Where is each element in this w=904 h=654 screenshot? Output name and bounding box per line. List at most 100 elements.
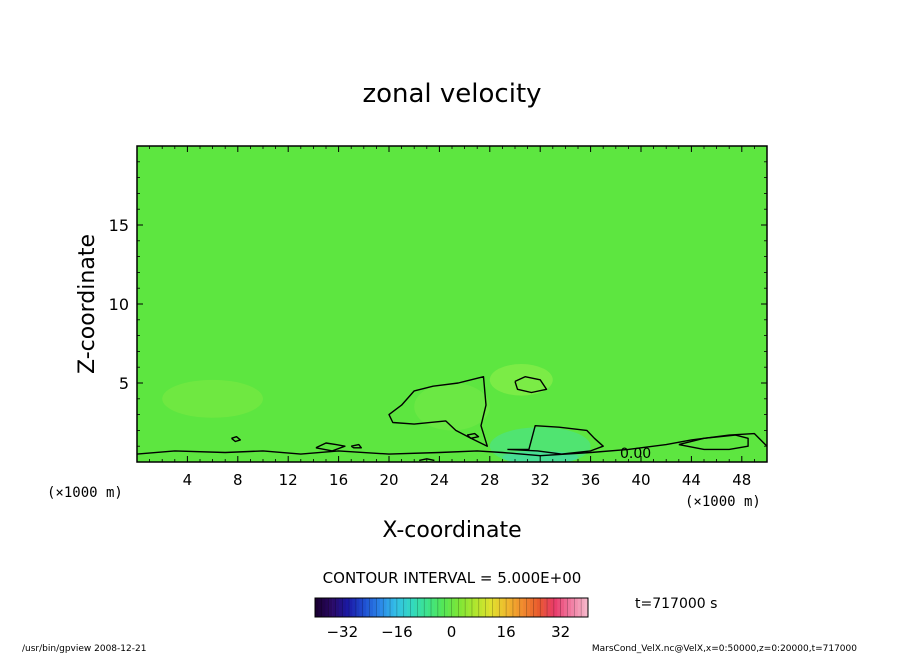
colorbar-swatch (431, 598, 435, 617)
contour-zero-label: 0.00 (620, 446, 651, 462)
field-zone-4 (162, 379, 263, 418)
colorbar-swatch (567, 598, 572, 617)
x-tick-label: 28 (480, 471, 499, 489)
colorbar-swatch (516, 598, 521, 617)
x-tick-label: 40 (631, 471, 650, 489)
chart-title: zonal velocity (362, 79, 541, 109)
colorbar-tick-label: 32 (551, 623, 570, 641)
colorbar-swatch (584, 598, 589, 617)
colorbar-swatch (424, 598, 428, 617)
colorbar-swatch (550, 598, 555, 617)
colorbar-swatch (369, 598, 374, 617)
colorbar-swatch (420, 598, 425, 617)
contour-line-9 (419, 458, 435, 462)
colorbar-swatch (434, 598, 439, 617)
colorbar-tick-label: −16 (381, 623, 413, 641)
colorbar-swatch (519, 598, 524, 617)
colorbar-swatch (321, 598, 326, 617)
colorbar-swatch (523, 598, 527, 617)
y-tick-label: 5 (119, 374, 129, 393)
colorbar-swatch (512, 598, 517, 617)
colorbar-swatch (529, 598, 534, 617)
colorbar-swatch (417, 598, 422, 617)
colorbar-swatch (355, 598, 360, 617)
x-tick-label: 36 (581, 471, 600, 489)
colorbar-swatch (318, 598, 323, 617)
colorbar-swatch (547, 598, 551, 617)
x-tick-label: 20 (379, 471, 398, 489)
colorbar-swatch (468, 598, 473, 617)
x-tick-label: 32 (531, 471, 550, 489)
colorbar-swatch (489, 598, 493, 617)
x-axis-label: X-coordinate (382, 518, 521, 543)
colorbar-swatch (441, 598, 445, 617)
colorbar-swatch (492, 598, 497, 617)
colorbar-swatch (454, 598, 459, 617)
colorbar-swatch (540, 598, 544, 617)
contour-line-3 (507, 425, 604, 455)
x-tick-label: 48 (732, 471, 751, 489)
colorbar-swatch (502, 598, 507, 617)
colorbar-swatch (475, 598, 480, 617)
x-tick-label: 12 (279, 471, 298, 489)
colorbar-swatch (574, 598, 579, 617)
contour-line-2 (514, 376, 548, 394)
contour-line-1 (388, 376, 488, 447)
x-tick-label: 8 (233, 471, 243, 489)
y-tick-label: 10 (109, 295, 129, 314)
contour-line-0 (137, 432, 767, 457)
contour-line-6 (231, 436, 242, 443)
colorbar-swatch (413, 598, 418, 617)
colorbar-swatch (407, 598, 411, 617)
contour-line-8 (466, 432, 480, 439)
colorbar-swatch (359, 598, 364, 617)
plot-area (137, 146, 767, 462)
footer-right: MarsCond_VelX.nc@VelX,x=0:50000,z=0:2000… (592, 644, 857, 654)
colorbar-swatch (485, 598, 490, 617)
colorbar-swatch (427, 598, 432, 617)
colorbar-swatch (482, 598, 486, 617)
colorbar-swatch (581, 598, 585, 617)
colorbar-swatch (349, 598, 353, 617)
colorbar-swatch (564, 598, 568, 617)
colorbar-swatch (366, 598, 370, 617)
colorbar-swatch (352, 598, 357, 617)
colorbar-frame (314, 597, 589, 618)
colorbar-swatch (553, 598, 558, 617)
y-axis-label: Z-coordinate (75, 234, 100, 374)
colorbar-swatch (373, 598, 377, 617)
colorbar-swatch (499, 598, 503, 617)
colorbar-swatch (383, 598, 387, 617)
colorbar-swatch (315, 598, 319, 617)
colorbar-swatch (437, 598, 442, 617)
colorbar-swatch (471, 598, 476, 617)
colorbar-tick-label: −32 (326, 623, 358, 641)
x-tick-label: 4 (183, 471, 193, 489)
x-units-right: (×1000 m) (685, 494, 761, 510)
footer-left: /usr/bin/gpview 2008-12-21 (22, 644, 146, 654)
colorbar-swatch (506, 598, 510, 617)
colorbar-swatch (570, 598, 575, 617)
colorbar-swatch (328, 598, 333, 617)
y-tick-label: 15 (109, 216, 129, 235)
colorbar-tick-label: 0 (447, 623, 457, 641)
colorbar-swatch (495, 598, 500, 617)
contour-line-7 (350, 443, 362, 449)
colorbar-swatch (478, 598, 483, 617)
colorbar-swatch (342, 598, 347, 617)
colorbar-swatch (451, 598, 456, 617)
colorbar-swatch (379, 598, 384, 617)
colorbar-swatch (393, 598, 398, 617)
x-tick-label: 24 (430, 471, 449, 489)
contour-line-4 (678, 434, 749, 451)
colorbar-swatch (533, 598, 538, 617)
colorbar-swatch (325, 598, 329, 617)
colorbar-swatch (461, 598, 466, 617)
contour-interval-text: CONTOUR INTERVAL = 5.000E+00 (323, 569, 582, 587)
x-tick-label: 44 (682, 471, 701, 489)
colorbar-swatch (458, 598, 463, 617)
field-zone-0 (489, 364, 553, 396)
colorbar-swatch (345, 598, 350, 617)
colorbar-swatch (526, 598, 531, 617)
